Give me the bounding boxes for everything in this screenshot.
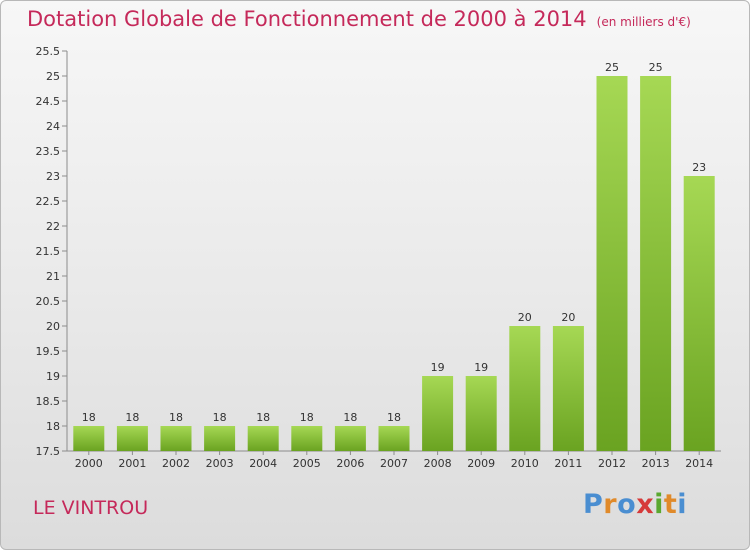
x-tick-label: 2010 [511, 457, 539, 470]
value-label-2005: 18 [300, 411, 314, 424]
y-tick-label: 18 [46, 420, 60, 433]
x-tick-label: 2008 [424, 457, 452, 470]
value-label-2007: 18 [387, 411, 401, 424]
commune-name: LE VINTROU [33, 497, 149, 519]
x-tick-label: 2001 [118, 457, 146, 470]
logo-letter: x [636, 489, 655, 520]
bar-2004 [247, 426, 279, 451]
logo-letter: t [663, 489, 678, 520]
y-tick-label: 22 [46, 220, 60, 233]
y-tick-label: 25 [46, 70, 60, 83]
x-tick-label: 2014 [685, 457, 713, 470]
proxiti-logo: Proxiti [583, 489, 687, 520]
y-tick-label: 24 [46, 120, 60, 133]
x-tick-label: 2002 [162, 457, 190, 470]
y-tick-label: 20 [46, 320, 60, 333]
y-tick-label: 21.5 [36, 245, 61, 258]
value-label-2002: 18 [169, 411, 183, 424]
value-label-2012: 25 [605, 61, 619, 74]
y-tick-label: 19.5 [36, 345, 61, 358]
y-tick-label: 23.5 [36, 145, 61, 158]
bar-2010 [509, 326, 541, 451]
y-tick-label: 24.5 [36, 95, 61, 108]
logo-letter: o [617, 489, 637, 520]
value-label-2001: 18 [125, 411, 139, 424]
bar-2007 [378, 426, 410, 451]
bar-2012 [596, 76, 628, 451]
value-label-2010: 20 [518, 311, 532, 324]
value-label-2008: 19 [431, 361, 445, 374]
bar-2006 [334, 426, 366, 451]
value-label-2000: 18 [82, 411, 96, 424]
x-tick-label: 2011 [554, 457, 582, 470]
value-label-2014: 23 [692, 161, 706, 174]
axes: 17.5 18 18.5 19 19.5 20 20.5 21 21.5 22 22.5 23 23.5… [36, 45, 721, 470]
x-tick-label: 2005 [293, 457, 321, 470]
bar-2001 [116, 426, 148, 451]
x-tick-label: 2013 [642, 457, 670, 470]
x-tick-label: 2003 [206, 457, 234, 470]
y-tick-label: 23 [46, 170, 60, 183]
value-label-2009: 19 [474, 361, 488, 374]
bar-2003 [204, 426, 236, 451]
bar-2000 [73, 426, 105, 451]
y-tick-label: 17.5 [36, 445, 61, 458]
logo-letter: i [654, 489, 664, 520]
x-tick-label: 2009 [467, 457, 495, 470]
bar-2014 [683, 176, 715, 451]
y-tick-label: 21 [46, 270, 60, 283]
logo-letter: r [603, 489, 618, 520]
bars [73, 76, 715, 451]
bar-2013 [640, 76, 672, 451]
value-labels: 18 18 18 18 18 18 18 18 19 19 20 20 25 25 23 [82, 61, 706, 424]
y-tick-label: 20.5 [36, 295, 61, 308]
x-tick-label: 2012 [598, 457, 626, 470]
chart-title: Dotation Globale de Fonctionnement de 20… [27, 7, 587, 31]
chart-title-block: Dotation Globale de Fonctionnement de 20… [27, 7, 691, 31]
bar-2011 [552, 326, 584, 451]
x-tick-label: 2004 [249, 457, 277, 470]
value-label-2011: 20 [561, 311, 575, 324]
x-tick-label: 2007 [380, 457, 408, 470]
chart-unit: (en milliers d'€) [596, 15, 691, 29]
x-tick-label: 2000 [75, 457, 103, 470]
y-tick-label: 22.5 [36, 195, 61, 208]
y-tick-label: 25.5 [36, 45, 61, 58]
bar-2009 [465, 376, 497, 451]
logo-letter: i [677, 489, 688, 520]
y-tick-label: 18.5 [36, 395, 61, 408]
value-label-2004: 18 [256, 411, 270, 424]
value-label-2006: 18 [343, 411, 357, 424]
value-label-2003: 18 [213, 411, 227, 424]
logo-letter: P [583, 489, 604, 520]
bar-2005 [291, 426, 323, 451]
y-tick-label: 19 [46, 370, 60, 383]
bar-2008 [422, 376, 454, 451]
bar-2002 [160, 426, 192, 451]
value-label-2013: 25 [649, 61, 663, 74]
x-tick-label: 2006 [336, 457, 364, 470]
